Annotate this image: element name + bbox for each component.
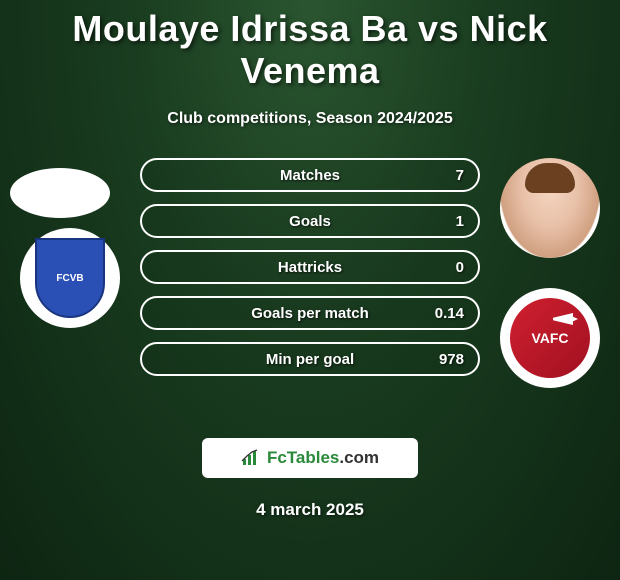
subtitle: Club competitions, Season 2024/2025 (0, 110, 620, 128)
stat-rows: Matches 7 Goals 1 Hattricks 0 Goals per … (140, 158, 480, 388)
stat-row: Goals per match 0.14 (140, 296, 480, 330)
stats-area: FCVB VAFC Matches 7 Goals 1 Hattricks 0 … (0, 158, 620, 418)
barchart-icon (241, 449, 261, 467)
stat-row: Min per goal 978 (140, 342, 480, 376)
brand-name: FcTables (267, 448, 339, 467)
right-player-avatar (500, 158, 600, 258)
stat-right-value: 978 (439, 351, 464, 368)
stat-label: Goals (289, 213, 331, 230)
right-club-badge: VAFC (500, 288, 600, 388)
stat-row: Matches 7 (140, 158, 480, 192)
left-club-badge: FCVB (20, 228, 120, 328)
right-club-badge-inner: VAFC (510, 298, 590, 378)
stat-label: Min per goal (266, 351, 354, 368)
left-club-badge-inner: FCVB (35, 238, 105, 318)
date-text: 4 march 2025 (0, 500, 620, 520)
stat-label: Matches (280, 167, 340, 184)
brand-domain: .com (339, 448, 379, 467)
stat-right-value: 1 (456, 213, 464, 230)
stat-right-value: 7 (456, 167, 464, 184)
stat-label: Goals per match (251, 305, 369, 322)
brand-text: FcTables.com (267, 448, 379, 468)
brand-box: FcTables.com (202, 438, 418, 478)
page-title: Moulaye Idrissa Ba vs Nick Venema (0, 0, 620, 92)
stat-row: Hattricks 0 (140, 250, 480, 284)
left-player-avatar (10, 168, 110, 218)
stat-right-value: 0.14 (435, 305, 464, 322)
stat-row: Goals 1 (140, 204, 480, 238)
stat-right-value: 0 (456, 259, 464, 276)
stat-label: Hattricks (278, 259, 342, 276)
